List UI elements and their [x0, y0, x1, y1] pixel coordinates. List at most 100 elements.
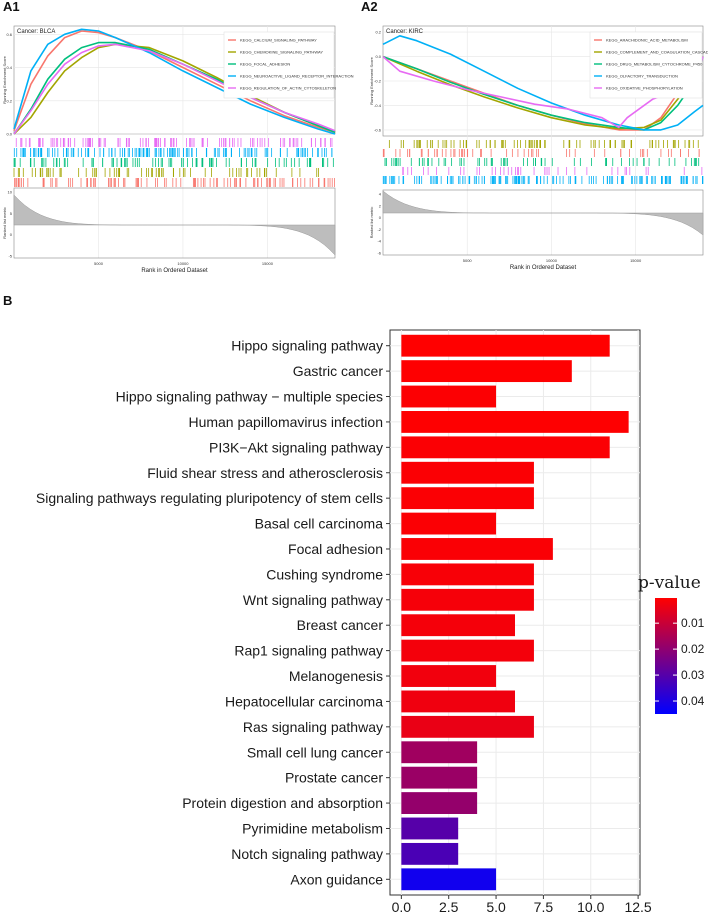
- bar: [401, 639, 534, 662]
- y-tick-label: 0.4: [6, 65, 12, 70]
- metric-y-tick: 2: [379, 203, 382, 208]
- category-label: Prostate cancer: [285, 770, 383, 786]
- metric-y-tick: 0: [379, 215, 382, 220]
- metric-y-tick: 10: [8, 190, 13, 195]
- bar: [401, 766, 478, 789]
- category-label: Hepatocellular carcinoma: [225, 693, 383, 709]
- panel-title: Cancer: KIRC: [386, 29, 424, 35]
- bar: [401, 690, 515, 713]
- x-tick-label: 0.0: [392, 899, 412, 915]
- y-tick-label: 0.2: [6, 98, 12, 103]
- bar: [401, 665, 497, 687]
- x-tick-label: 10000: [546, 258, 558, 263]
- category-label: Melanogenesis: [289, 668, 383, 684]
- legend-entry: KEGG_COMPLEMENT_AND_COAGULATION_CASCADES: [606, 50, 708, 55]
- category-label: Hippo signaling pathway: [231, 338, 383, 354]
- panel-label: A2: [361, 0, 378, 14]
- es-curve-3: [382, 55, 704, 131]
- x-tick-label: 10000: [177, 261, 189, 266]
- legend-entry: KEGG_CALCIUM_SIGNALING_PATHWAY: [240, 38, 317, 43]
- bar: [401, 715, 534, 738]
- metric-axis-label: Ranked list metric: [2, 207, 7, 239]
- legend-entry: KEGG_CHEMOKINE_SIGNALING_PATHWAY: [240, 50, 323, 55]
- x-tick-label: 7.5: [534, 899, 554, 915]
- metric-plot-frame: [382, 189, 704, 256]
- legend-tick-label: 0.02: [681, 642, 705, 656]
- es-curve-5: [13, 43, 336, 135]
- y-tick-label: -0.2: [374, 79, 382, 84]
- legend-entry: KEGG_DRUG_METABOLISM_CYTOCHROME_P450: [606, 62, 703, 67]
- legend-entry: KEGG_OXIDATIVE_PHOSPHORYLATION: [606, 86, 683, 91]
- panel-label: B: [3, 293, 12, 308]
- bar: [401, 614, 515, 637]
- ranked-metric-area: [13, 194, 336, 256]
- panel-title: Cancer: BLCA: [17, 29, 55, 35]
- x-tick-label: 15000: [262, 261, 274, 266]
- y-tick-label: -0.6: [374, 127, 382, 132]
- category-label: Small cell lung cancer: [247, 744, 384, 760]
- y-axis-label: Running Enrichment Score: [369, 56, 374, 105]
- category-label: Breast cancer: [297, 617, 384, 633]
- legend: p-value 0.01 0.02 0.03 0.04: [638, 573, 705, 714]
- bar: [401, 842, 459, 865]
- y-axis-label: Running Enrichment Score: [2, 55, 7, 104]
- metric-y-tick: -5: [8, 254, 12, 259]
- x-tick-label: 10.0: [577, 899, 604, 915]
- ranked-metric-area: [382, 190, 704, 236]
- bar: [401, 868, 497, 891]
- y-tick-label: 0.0: [6, 132, 12, 137]
- category-label: Fluid shear stress and atherosclerosis: [147, 465, 383, 481]
- legend-tick-label: 0.01: [681, 616, 705, 630]
- x-axis-label: Rank in Ordered Dataset: [141, 268, 208, 274]
- bar: [401, 817, 459, 840]
- metric-y-tick: 5: [10, 211, 13, 216]
- legend-colorbar: [655, 598, 677, 714]
- x-tick-label: 5000: [463, 258, 473, 263]
- category-label: Pyrimidine metabolism: [242, 820, 383, 836]
- gsea-panel-a2: A2 Cancer: KIRC 0.2 0.0 -0.2 -0.4 -0.6 Running …: [361, 0, 708, 271]
- category-label: Hippo signaling pathway − multiple speci…: [116, 389, 383, 405]
- x-axis-label: Rank in Ordered Dataset: [510, 265, 577, 271]
- bar: [401, 411, 629, 433]
- category-label: Rap1 signaling pathway: [234, 643, 383, 659]
- category-label: Notch signaling pathway: [231, 846, 383, 862]
- x-tick-label: 2.5: [439, 899, 459, 915]
- category-label: Cushing syndrome: [266, 566, 383, 582]
- bar: [401, 436, 610, 459]
- category-label: Gastric cancer: [293, 363, 384, 379]
- category-label: Protein digestion and absorption: [182, 795, 383, 811]
- y-tick-label: -0.4: [374, 103, 382, 108]
- bar: [401, 538, 553, 560]
- category-label: Ras signaling pathway: [243, 719, 383, 735]
- panel-label: A1: [3, 0, 20, 14]
- category-label: Signaling pathways regulating pluripoten…: [36, 490, 383, 506]
- legend-entry: KEGG_OLFACTORY_TRANSDUCTION: [606, 74, 678, 79]
- category-label: Wnt signaling pathway: [243, 592, 383, 608]
- category-label: PI3K−Akt signaling pathway: [209, 439, 383, 455]
- legend-entry: KEGG_FOCAL_ADHESION: [240, 62, 290, 67]
- bar: [401, 487, 534, 510]
- x-tick-label: 5000: [94, 261, 104, 266]
- y-tick-label: 0.6: [6, 32, 12, 37]
- bar: [401, 741, 478, 764]
- y-tick-label: 0.0: [375, 54, 381, 59]
- bar: [401, 588, 534, 611]
- bar: [401, 360, 572, 383]
- bar: [401, 512, 497, 535]
- category-label: Human papillomavirus infection: [188, 414, 383, 430]
- legend-tick-label: 0.04: [681, 694, 705, 708]
- bar: [401, 385, 497, 408]
- bar: [401, 334, 610, 357]
- x-tick-label: 12.5: [624, 899, 651, 915]
- legend-tick-label: 0.03: [681, 668, 705, 682]
- metric-y-tick: -2: [377, 227, 381, 232]
- legend-box: [223, 31, 335, 99]
- y-tick-label: 0.2: [375, 30, 381, 35]
- bar: [401, 792, 478, 814]
- bar: [401, 461, 534, 484]
- x-tick-label: 15000: [630, 258, 642, 263]
- metric-y-tick: 4: [379, 192, 382, 197]
- metric-axis-label: Ranked list metric: [369, 207, 374, 239]
- category-label: Basal cell carcinoma: [255, 516, 384, 532]
